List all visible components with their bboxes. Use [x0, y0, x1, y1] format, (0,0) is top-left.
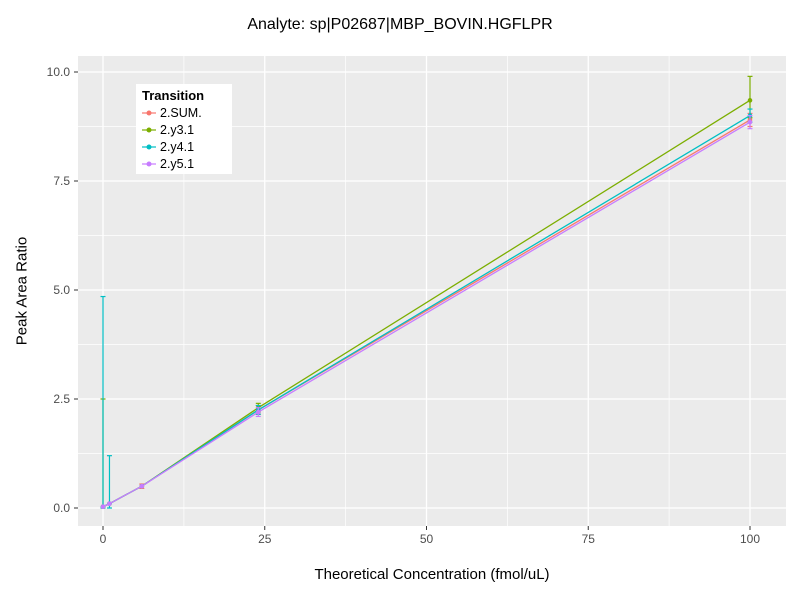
- legend-label: 2.y5.1: [160, 157, 194, 171]
- legend-key-point: [146, 110, 152, 116]
- data-point-2.y5.1: [255, 409, 261, 415]
- data-point-2.y5.1: [100, 504, 106, 509]
- x-tick-label: 75: [582, 532, 596, 546]
- data-point-2.y3.1: [747, 98, 753, 103]
- y-tick-label: 5.0: [53, 283, 70, 297]
- x-tick-label: 25: [258, 532, 272, 546]
- legend-key-point: [146, 161, 152, 167]
- y-tick-label: 0.0: [53, 501, 70, 515]
- legend-key-point: [146, 127, 152, 133]
- legend-label: 2.y4.1: [160, 140, 194, 154]
- x-axis-title: Theoretical Concentration (fmol/uL): [314, 566, 550, 583]
- x-tick-label: 0: [100, 532, 107, 546]
- data-point-2.y5.1: [747, 119, 753, 125]
- legend-title: Transition: [142, 88, 204, 103]
- legend-label: 2.SUM.: [160, 106, 202, 120]
- chart-title: Analyte: sp|P02687|MBP_BOVIN.HGFLPR: [247, 16, 553, 33]
- y-tick-label: 10.0: [47, 65, 71, 79]
- legend-label: 2.y3.1: [160, 123, 194, 137]
- y-axis-title: Peak Area Ratio: [13, 236, 31, 346]
- legend-box: [136, 84, 232, 174]
- y-tick-label: 7.5: [53, 174, 70, 188]
- data-point-2.y5.1: [107, 501, 112, 506]
- data-point-2.y5.1: [139, 483, 145, 489]
- x-tick-label: 50: [420, 532, 434, 546]
- legend-key-point: [146, 144, 152, 150]
- y-tick-label: 2.5: [53, 392, 70, 406]
- x-tick-label: 100: [740, 532, 760, 546]
